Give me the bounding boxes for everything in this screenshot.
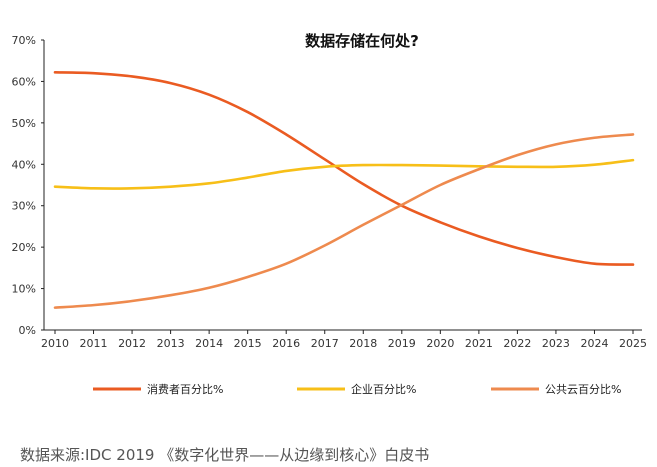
- legend-public-cloud-label: 公共云百分比%: [545, 383, 621, 396]
- y-tick-label: 20%: [12, 241, 36, 254]
- x-tick-label: 2023: [542, 337, 570, 350]
- x-tick-label: 2010: [41, 337, 69, 350]
- x-tick-label: 2018: [349, 337, 377, 350]
- x-tick-label: 2020: [426, 337, 454, 350]
- x-tick-label: 2024: [580, 337, 608, 350]
- legend-enterprise-label: 企业百分比%: [351, 382, 416, 396]
- x-tick-label: 2011: [80, 337, 108, 350]
- x-tick-label: 2013: [157, 337, 185, 350]
- x-tick-label: 2019: [388, 337, 416, 350]
- x-tick-label: 2012: [118, 337, 146, 350]
- y-tick-label: 30%: [12, 200, 36, 213]
- y-tick-label: 0%: [19, 324, 36, 337]
- chart-title: 数据存储在何处?: [305, 32, 419, 50]
- x-tick-label: 2025: [619, 337, 647, 350]
- enterprise-series-line: [53, 158, 635, 190]
- x-tick-label: 2016: [272, 337, 300, 350]
- x-tick-label: 2015: [234, 337, 262, 350]
- series-lines: [53, 71, 635, 309]
- y-tick-label: 60%: [12, 75, 36, 88]
- legend: 消费者百分比% 企业百分比% 公共云百分比%: [93, 382, 621, 396]
- axes: 0% 10% 20% 30% 40% 50% 60% 70% 2010 2011 2012 2013 2…: [12, 34, 647, 350]
- y-tick-label: 40%: [12, 158, 36, 171]
- x-tick-label: 2022: [503, 337, 531, 350]
- x-tick-label: 2014: [195, 337, 223, 350]
- source-note: 数据来源:IDC 2019 《数字化世界——从边缘到核心》白皮书: [20, 446, 430, 464]
- consumer-series-line: [53, 71, 635, 266]
- y-tick-label: 10%: [12, 283, 36, 296]
- y-tick-label: 70%: [12, 34, 36, 47]
- public-cloud-series-line: [53, 133, 635, 309]
- y-tick-label: 50%: [12, 117, 36, 130]
- x-tick-label: 2017: [311, 337, 339, 350]
- x-tick-label: 2021: [465, 337, 493, 350]
- legend-consumer-label: 消费者百分比%: [147, 382, 223, 396]
